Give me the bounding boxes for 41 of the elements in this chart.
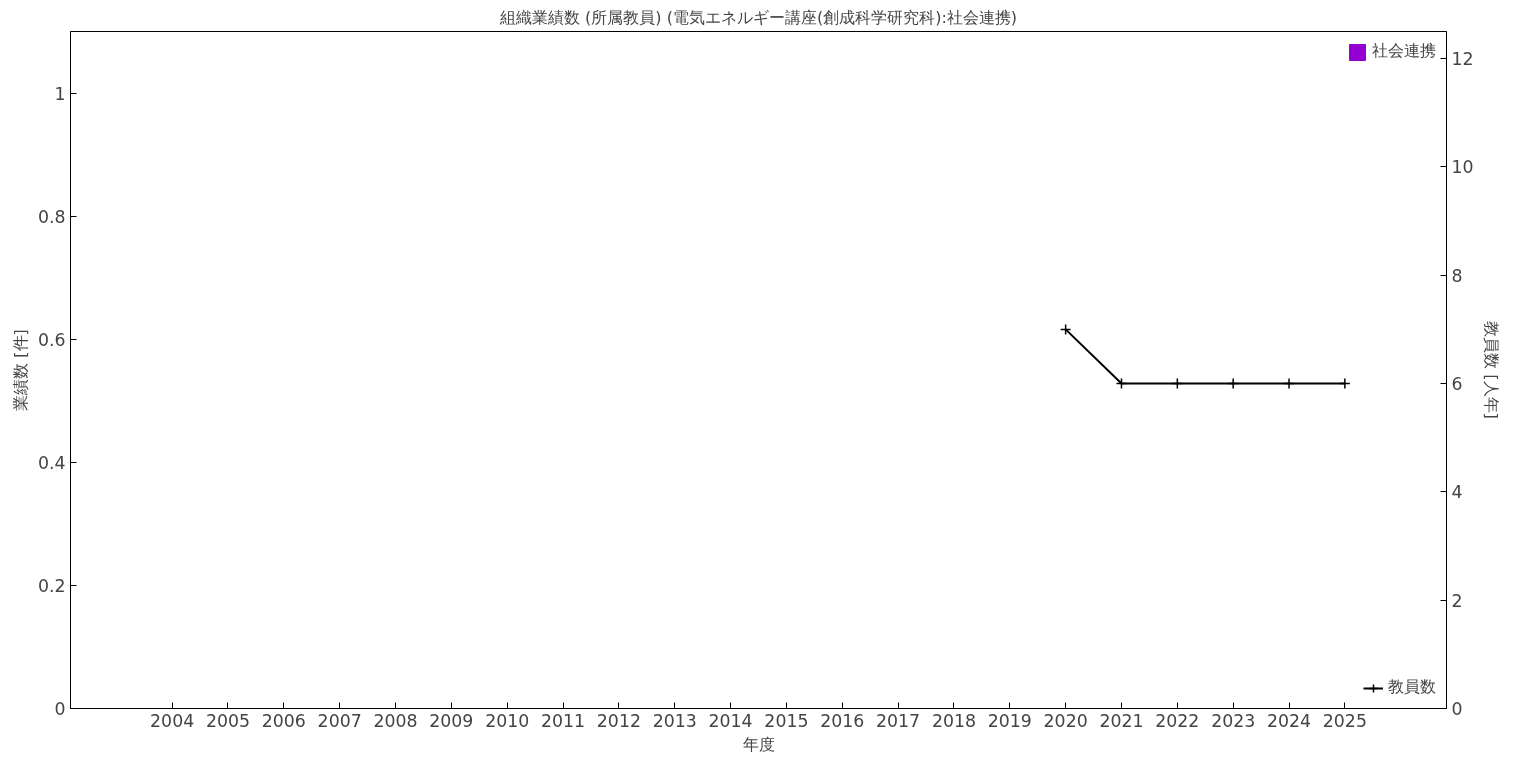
y2-tick-label: 8 xyxy=(1451,265,1463,286)
y2-tick-label: 0 xyxy=(1451,699,1463,719)
y2-tick-label: 6 xyxy=(1451,374,1463,395)
x-tick-label: 2006 xyxy=(261,710,306,731)
x-tick-label: 2008 xyxy=(373,710,418,731)
y-tick-label: 0.8 xyxy=(37,206,66,227)
x-tick-label: 2021 xyxy=(1099,710,1144,731)
x-tick-label: 2019 xyxy=(987,710,1032,731)
x-tick-label: 2016 xyxy=(820,710,865,731)
y2-tick-label: 10 xyxy=(1451,157,1474,178)
y2-tick-label: 2 xyxy=(1451,590,1463,611)
x-tick-label: 2011 xyxy=(541,710,586,731)
x-tick-label: 2023 xyxy=(1211,710,1256,731)
x-tick-label: 2009 xyxy=(429,710,474,731)
x-tick-label: 2012 xyxy=(596,710,641,731)
x-tick-label: 2005 xyxy=(205,710,251,731)
x-tick-label: 2018 xyxy=(931,710,977,731)
x-tick-label: 2007 xyxy=(317,710,362,731)
y-tick-label: 1 xyxy=(54,83,66,104)
x-tick-label: 2020 xyxy=(1043,710,1088,731)
x-tick-label: 2024 xyxy=(1266,710,1312,731)
x-tick-label: 2004 xyxy=(150,710,195,731)
x-tick-label: 2013 xyxy=(652,710,697,731)
x-tick-label: 2022 xyxy=(1155,710,1200,731)
x-tick-label: 2010 xyxy=(485,710,530,731)
x-tick-label: 2014 xyxy=(708,710,753,731)
legend-label: 教員数 xyxy=(1388,677,1436,698)
y-tick-label: 0.4 xyxy=(37,452,66,473)
y2-axis-title: 教員数 [人年] xyxy=(1481,321,1501,419)
x-axis-title: 年度 xyxy=(742,734,775,754)
chart-title: 組織業績数 (所属教員) (電気エネルギー講座(創成科学研究科):社会連携) xyxy=(498,7,1018,27)
y2-tick-label: 4 xyxy=(1451,482,1463,503)
legend-label: 社会連携 xyxy=(1372,41,1436,62)
y-tick-label: 0.2 xyxy=(37,575,66,596)
y-axis-title: 業績数 [件] xyxy=(10,329,30,411)
y-tick-label: 0.6 xyxy=(37,329,66,350)
y-tick-label: 0 xyxy=(54,699,66,719)
x-tick-label: 2015 xyxy=(764,710,809,731)
y2-tick-label: 12 xyxy=(1451,49,1474,70)
x-tick-label: 2025 xyxy=(1322,710,1367,731)
x-tick-label: 2017 xyxy=(876,710,921,731)
